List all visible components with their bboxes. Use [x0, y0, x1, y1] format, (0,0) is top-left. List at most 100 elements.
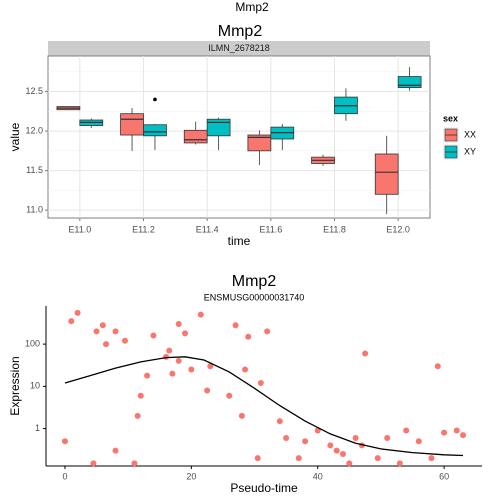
x-tick-label: 20 — [186, 471, 196, 481]
box-xx-E11.2 — [120, 108, 144, 151]
box-xx-E11.6 — [247, 130, 272, 166]
data-point — [362, 350, 369, 357]
boxplot-panel — [47, 55, 431, 219]
scatter-y-axis-label: Expression — [8, 356, 22, 415]
data-point — [352, 434, 359, 441]
boxplot-x-ticks: E11.0 E11.2 E11.4 E11.6 E11.8 E12.0 — [68, 218, 410, 234]
x-tick-label: E11.8 — [323, 224, 346, 234]
data-point — [169, 370, 176, 377]
data-point — [90, 460, 97, 467]
data-point — [232, 322, 239, 329]
data-point — [134, 412, 141, 419]
box-body — [397, 76, 422, 89]
box-body — [247, 134, 272, 152]
data-point — [207, 363, 214, 370]
outlier-point — [153, 97, 157, 102]
legend-title: sex — [443, 113, 458, 123]
data-point — [245, 333, 252, 340]
y-tick-label: 12.5 — [25, 86, 43, 96]
x-tick-label: E12.0 — [386, 224, 410, 234]
x-tick-label: 0 — [62, 471, 67, 481]
x-tick-label: E11.0 — [68, 224, 91, 234]
data-point — [441, 429, 448, 436]
box-xx-E11.4 — [183, 121, 208, 145]
data-point — [276, 418, 283, 425]
data-point — [163, 353, 170, 360]
box-xy-E11.4 — [206, 117, 231, 151]
boxplot-chart: Mmp2 ILMN_2678218 11.0 11.5 12.0 12.5 E11.0… — [8, 23, 476, 248]
data-point — [204, 387, 211, 394]
box-body — [206, 118, 231, 137]
box-xx-E11.0 — [56, 106, 81, 111]
data-point — [68, 318, 75, 325]
data-point — [93, 328, 100, 335]
scatter-points — [61, 309, 467, 467]
data-point — [226, 392, 233, 399]
legend: sex XX XY — [443, 113, 476, 160]
data-point — [166, 347, 173, 354]
y-tick-label: 10 — [30, 381, 40, 391]
data-point — [302, 438, 309, 445]
data-point — [403, 427, 410, 434]
data-point — [254, 455, 261, 462]
data-point — [182, 330, 189, 337]
data-point — [131, 460, 138, 467]
box-xy-E12.0 — [397, 67, 422, 91]
data-point — [197, 311, 204, 318]
boxplot-y-axis-label: value — [8, 122, 22, 151]
figure-title: Mmp2 — [235, 0, 269, 14]
scatter-x-axis-label: Pseudo-time — [230, 481, 298, 495]
y-tick-label: 11.0 — [26, 204, 43, 214]
box-xx-E12.0 — [374, 135, 399, 215]
boxplot-title: Mmp2 — [218, 23, 263, 40]
y-tick-label: 11.5 — [26, 165, 43, 175]
data-point — [264, 328, 271, 335]
data-point — [434, 363, 441, 370]
data-point — [103, 341, 110, 348]
boxplot-x-axis-label: time — [228, 234, 251, 248]
facet-strip — [48, 41, 430, 56]
legend-label-xy: XY — [464, 146, 476, 156]
fit-curve — [64, 356, 464, 457]
data-point — [283, 434, 290, 441]
x-tick-label: E11.2 — [132, 224, 155, 234]
box-xy-E11.8 — [334, 88, 358, 121]
y-tick-label: 12.0 — [25, 125, 43, 135]
scatter-subtitle: ENSMUSG00000031740 — [204, 292, 305, 302]
scatter-x-ticks: 0 20 40 60 — [62, 466, 449, 481]
data-point — [460, 432, 467, 439]
data-point — [396, 460, 403, 467]
data-point — [112, 447, 119, 454]
data-point — [150, 332, 157, 339]
x-tick-label: 60 — [439, 471, 449, 481]
y-tick-label: 1 — [35, 423, 40, 433]
data-point — [346, 460, 353, 467]
data-point — [175, 357, 182, 364]
data-point — [61, 438, 68, 445]
data-point — [257, 380, 264, 387]
data-point — [327, 442, 334, 449]
data-point — [188, 366, 195, 373]
data-point — [333, 447, 340, 454]
data-point — [144, 372, 151, 379]
box-xy-E11.0 — [79, 118, 104, 128]
data-point — [314, 427, 321, 434]
box-body — [143, 124, 167, 137]
box-body — [374, 153, 399, 195]
data-point — [175, 320, 182, 327]
box-xy-E11.6 — [270, 123, 295, 151]
data-point — [428, 455, 435, 462]
data-point — [415, 438, 422, 445]
data-point — [121, 337, 128, 344]
data-point — [339, 451, 346, 458]
x-tick-label: 40 — [313, 471, 323, 481]
scatter-title: Mmp2 — [232, 273, 277, 290]
boxplot-boxes — [56, 67, 422, 215]
data-point — [384, 434, 391, 441]
x-tick-label: E11.4 — [196, 224, 219, 234]
data-point — [242, 366, 249, 373]
box-body — [183, 129, 208, 144]
data-point — [112, 328, 119, 335]
data-point — [99, 322, 106, 329]
